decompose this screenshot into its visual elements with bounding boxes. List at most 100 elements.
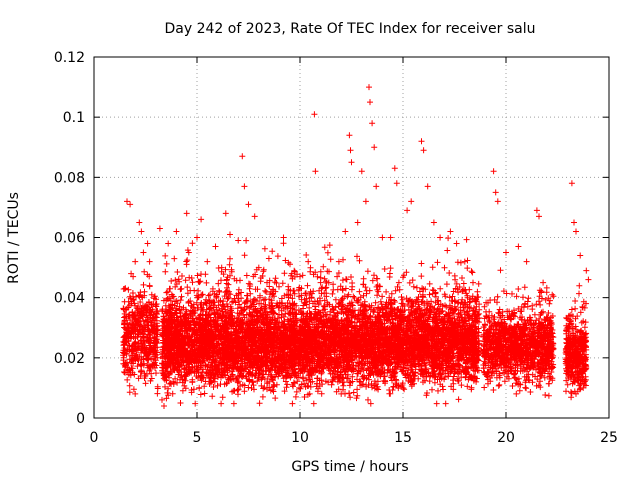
data-point: [255, 264, 262, 271]
data-point: [393, 180, 400, 187]
data-point: [515, 243, 522, 250]
data-point: [239, 153, 246, 160]
data-point: [362, 198, 369, 205]
data-point: [136, 219, 143, 226]
data-point: [379, 234, 386, 241]
data-point: [366, 84, 372, 91]
y-axis-label: ROTI / TECUs: [6, 192, 22, 284]
data-point: [194, 234, 200, 241]
data-point: [583, 267, 590, 274]
data-point: [387, 234, 394, 241]
data-point: [348, 159, 355, 166]
data-point: [280, 234, 287, 241]
x-tick-label: 20: [497, 430, 515, 446]
data-point: [391, 165, 398, 172]
data-point: [418, 138, 425, 145]
data-point: [144, 240, 151, 247]
data-point: [424, 183, 431, 190]
data-point: [140, 249, 147, 256]
data-point: [369, 120, 376, 127]
data-point: [198, 216, 205, 223]
data-point: [494, 198, 501, 205]
y-tick-label: 0.12: [54, 50, 85, 66]
data-point: [437, 234, 444, 241]
data-point: [338, 390, 345, 397]
y-tick-label: 0: [76, 411, 85, 427]
data-point: [235, 237, 242, 244]
data-point: [513, 390, 520, 397]
data-point: [408, 198, 415, 205]
data-point: [490, 168, 497, 175]
data-point: [470, 279, 476, 286]
data-point: [540, 279, 547, 286]
data-point: [159, 396, 165, 403]
data-point: [264, 279, 270, 286]
data-point: [132, 390, 139, 397]
data-point: [435, 387, 441, 394]
data-point: [373, 183, 380, 190]
data-point: [132, 258, 139, 265]
x-tick-label: 0: [90, 430, 99, 446]
data-point: [476, 306, 483, 313]
data-point: [420, 147, 427, 154]
data-point: [297, 273, 303, 280]
data-point: [317, 279, 324, 286]
data-point: [312, 168, 319, 175]
y-tick-label: 0.06: [54, 231, 85, 247]
data-point: [251, 213, 258, 220]
dense-points: [120, 235, 590, 407]
data-point: [165, 240, 172, 247]
data-point: [173, 228, 180, 235]
data-point: [585, 276, 592, 283]
data-point: [259, 393, 266, 400]
x-tick-label: 10: [291, 430, 309, 446]
y-tick-label: 0.1: [63, 110, 85, 126]
data-point: [404, 207, 411, 214]
data-point: [430, 219, 437, 226]
data-point: [222, 210, 229, 217]
y-tick-label: 0.08: [54, 170, 85, 186]
data-point: [346, 132, 353, 139]
data-point: [183, 210, 190, 217]
data-point: [124, 198, 130, 205]
data-point: [272, 288, 279, 295]
data-point: [171, 255, 178, 262]
data-point: [185, 249, 192, 256]
data-point: [334, 273, 341, 280]
data-point: [245, 201, 252, 208]
data-point: [146, 258, 153, 265]
data-point: [571, 219, 577, 226]
data-point: [503, 249, 509, 256]
y-tick-label: 0.02: [54, 351, 85, 367]
data-point: [367, 99, 373, 106]
data-point: [573, 390, 579, 397]
data-point: [241, 183, 248, 190]
chart-title: Day 242 of 2023, Rate Of TEC Index for r…: [164, 21, 535, 37]
data-point: [218, 264, 225, 271]
data-point: [156, 225, 163, 232]
data-point: [546, 300, 553, 307]
data-point: [573, 228, 579, 235]
data-point: [536, 213, 542, 220]
data-point: [354, 219, 361, 226]
data-point: [138, 228, 145, 235]
data-point: [371, 144, 378, 151]
data-points: [120, 84, 592, 409]
data-point: [523, 258, 530, 265]
data-point: [212, 243, 219, 250]
x-axis-label: GPS time / hours: [291, 459, 408, 475]
x-tick-label: 25: [600, 430, 618, 446]
data-point: [130, 273, 137, 280]
data-point: [447, 228, 454, 235]
x-tick-label: 15: [394, 430, 412, 446]
data-point: [204, 258, 211, 265]
data-point: [311, 111, 318, 118]
data-point: [365, 396, 371, 403]
data-point: [461, 258, 468, 265]
data-point: [533, 207, 540, 214]
data-point: [492, 189, 499, 196]
data-point: [161, 403, 167, 409]
y-tick-label: 0.04: [54, 291, 85, 307]
x-tick-label: 5: [193, 430, 202, 446]
data-point: [292, 393, 299, 400]
